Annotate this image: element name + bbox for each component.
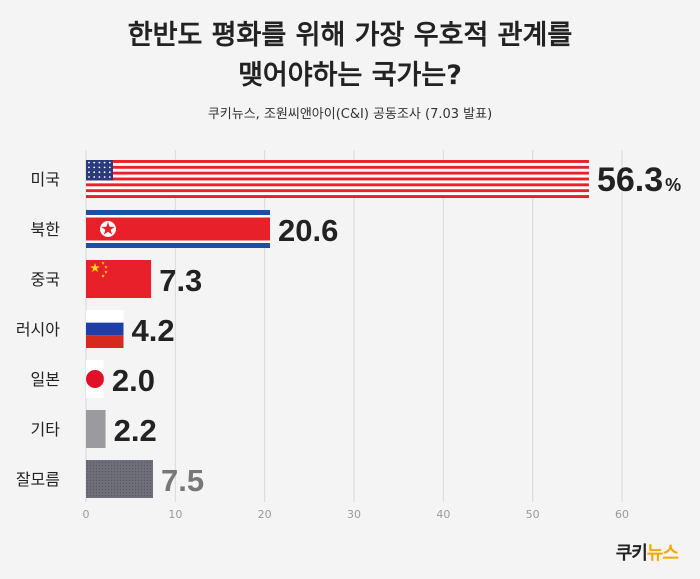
brand-logo: 쿠키뉴스: [615, 543, 679, 564]
category-label: 잘모름: [16, 470, 60, 489]
bar-nk-flag: [86, 210, 271, 248]
bar-jp-flag: [86, 360, 104, 398]
value-label: 7.5: [161, 463, 204, 498]
x-tick-label: 10: [168, 508, 182, 521]
category-label: 일본: [31, 370, 60, 389]
bar-us-flag: [86, 160, 589, 198]
bar-cn-flag: [86, 260, 152, 298]
chart-title-line-2: 맺어야하는 국가는?: [238, 60, 462, 91]
x-tick-label: 50: [526, 508, 540, 521]
category-label: 러시아: [16, 320, 60, 339]
x-tick-label: 0: [83, 508, 90, 521]
category-label: 미국: [31, 170, 60, 189]
x-tick-label: 20: [258, 508, 272, 521]
value-label: 7.3: [159, 263, 202, 298]
bar-ru-flag: [86, 310, 124, 348]
x-tick-label: 40: [436, 508, 450, 521]
bar-gray-dark: [86, 460, 153, 498]
percent-sign: %: [665, 175, 681, 195]
chart-title-line-1: 한반도 평화를 위해 가장 우호적 관계를: [127, 20, 573, 51]
x-tick-label: 30: [347, 508, 361, 521]
value-label: 20.6: [278, 213, 338, 248]
category-label: 북한: [31, 220, 61, 239]
value-label: 56.3%: [597, 161, 681, 199]
x-tick-label: 60: [615, 508, 629, 521]
chart-subtitle: 쿠키뉴스, 조원씨앤아이(C&I) 공동조사 (7.03 발표): [207, 107, 493, 122]
value-label: 2.2: [114, 413, 157, 448]
category-label: 중국: [31, 270, 60, 289]
value-label: 2.0: [112, 363, 155, 398]
category-label: 기타: [31, 420, 61, 439]
value-label: 4.2: [132, 313, 175, 348]
bar-gray: [86, 410, 106, 448]
